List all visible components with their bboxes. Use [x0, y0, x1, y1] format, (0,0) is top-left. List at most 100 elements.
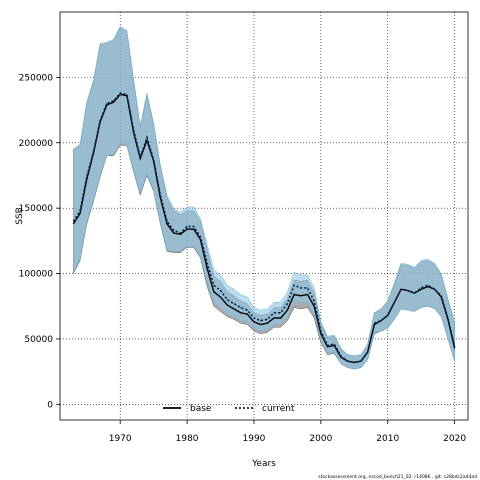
point-current	[79, 210, 81, 212]
point-current	[186, 225, 188, 227]
point-base	[79, 212, 81, 214]
point-base	[173, 232, 175, 234]
x-axis-ticks: 1970 1980 1990 2000 2010 2020	[109, 420, 466, 444]
point-current	[99, 120, 101, 122]
point-current	[166, 220, 168, 222]
point-base	[99, 121, 101, 123]
point-current	[153, 159, 155, 161]
y-tick-label: 0	[47, 400, 53, 410]
point-current	[220, 290, 222, 292]
point-base	[113, 101, 115, 103]
point-base	[86, 178, 88, 180]
point-base	[106, 104, 108, 106]
point-current	[400, 288, 402, 290]
band-current	[73, 26, 455, 370]
point-current	[126, 93, 128, 95]
point-base	[226, 304, 228, 306]
point-base	[240, 312, 242, 314]
y-tick-label: 50000	[24, 335, 53, 345]
point-base	[260, 324, 262, 326]
point-base	[233, 308, 235, 310]
x-tick-label: 2010	[376, 434, 399, 444]
point-current	[420, 287, 422, 289]
confidence-bands	[73, 26, 455, 370]
point-base	[447, 318, 449, 320]
point-current	[92, 151, 94, 153]
point-current	[266, 318, 268, 320]
point-current	[427, 284, 429, 286]
point-base	[373, 324, 375, 326]
point-base	[280, 317, 282, 319]
legend-label-current: current	[262, 404, 295, 414]
point-base	[340, 356, 342, 358]
point-base	[286, 309, 288, 311]
point-base	[199, 239, 201, 241]
point-current	[193, 225, 195, 227]
point-current	[387, 314, 389, 316]
point-current	[72, 220, 74, 222]
point-base	[126, 95, 128, 97]
point-base	[273, 317, 275, 319]
x-tick-label: 1970	[109, 434, 132, 444]
point-base	[454, 347, 456, 349]
y-tick-label: 100000	[19, 270, 54, 280]
point-current	[367, 351, 369, 353]
point-current	[106, 103, 108, 105]
series-points	[72, 92, 456, 363]
point-current	[313, 300, 315, 302]
point-base	[420, 288, 422, 290]
point-current	[159, 194, 161, 196]
point-current	[306, 287, 308, 289]
point-current	[393, 301, 395, 303]
point-current	[139, 156, 141, 158]
y-tick-label: 200000	[19, 139, 54, 149]
x-tick-label: 2020	[443, 434, 466, 444]
point-current	[353, 361, 355, 363]
y-tick-label: 150000	[19, 204, 54, 214]
legend: base current	[163, 404, 295, 414]
y-axis-label: SSB	[15, 207, 25, 225]
point-current	[119, 92, 121, 94]
point-current	[300, 287, 302, 289]
point-current	[273, 312, 275, 314]
line-current	[72, 92, 456, 364]
point-current	[347, 360, 349, 362]
footer-credit: stockassessment.org, nscod_bench21_02, r…	[318, 474, 477, 480]
grid	[60, 12, 468, 420]
point-base	[119, 93, 121, 95]
point-current	[146, 137, 148, 139]
series-lines	[72, 92, 456, 364]
point-current	[179, 232, 181, 234]
point-base	[313, 305, 315, 307]
point-current	[226, 299, 228, 301]
point-base	[166, 223, 168, 225]
point-base	[146, 139, 148, 141]
point-base	[159, 197, 161, 199]
point-base	[213, 291, 215, 293]
plot-frame	[59, 11, 469, 421]
y-axis-ticks: 0 50000 100000 150000 200000 250000	[19, 73, 60, 410]
point-base	[306, 293, 308, 295]
point-base	[293, 293, 295, 295]
point-current	[293, 284, 295, 286]
point-base	[440, 296, 442, 298]
x-axis-label: Years	[251, 459, 276, 469]
point-current	[253, 317, 255, 319]
point-current	[413, 292, 415, 294]
point-base	[320, 333, 322, 335]
point-base	[206, 267, 208, 269]
x-tick-label: 2000	[309, 434, 332, 444]
point-base	[92, 152, 94, 154]
x-tick-label: 1990	[243, 434, 266, 444]
point-current	[206, 262, 208, 264]
point-current	[340, 355, 342, 357]
point-current	[246, 309, 248, 311]
point-base	[72, 223, 74, 225]
point-base	[153, 160, 155, 162]
point-current	[373, 322, 375, 324]
point-base	[139, 157, 141, 159]
point-base	[220, 296, 222, 298]
point-base	[427, 286, 429, 288]
point-current	[233, 303, 235, 305]
